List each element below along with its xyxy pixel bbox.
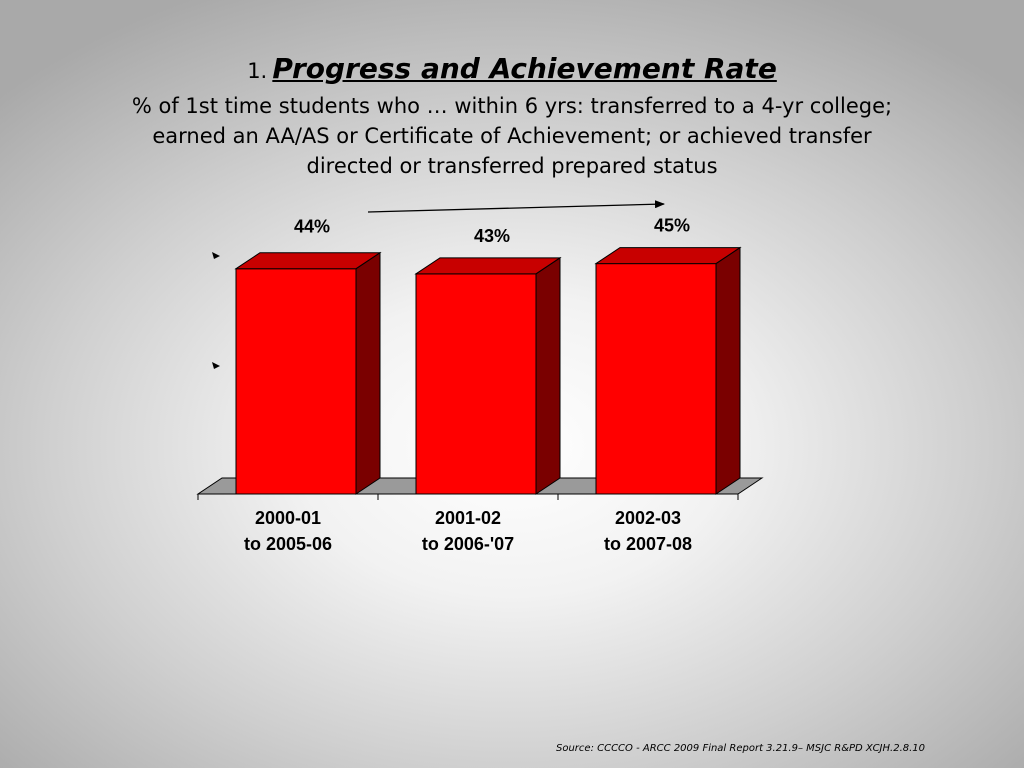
title-text: Progress and Achievement Rate	[272, 52, 777, 85]
bar-top	[594, 247, 742, 265]
bar-side	[535, 256, 561, 495]
bar-front	[235, 268, 357, 495]
category-label: 2000-01	[255, 508, 321, 528]
bar-side	[715, 246, 741, 495]
slide-title: 1. Progress and Achievement Rate	[0, 52, 1024, 85]
source-note: Source: CCCCO - ARCC 2009 Final Report 3…	[556, 743, 926, 754]
bar-top	[414, 257, 562, 275]
bar	[234, 251, 382, 495]
bar-front	[415, 273, 537, 495]
bar-top	[234, 252, 382, 270]
data-label: 44%	[294, 217, 330, 237]
category-label: to 2006-'07	[422, 534, 514, 554]
axis-arrow-mark	[212, 362, 220, 369]
category-label: to 2007-08	[604, 534, 692, 554]
bar-front	[595, 263, 717, 495]
title-number: 1.	[247, 59, 268, 83]
data-label: 43%	[474, 226, 510, 246]
axis-arrow-mark	[212, 252, 220, 259]
slide-subtitle: % of 1st time students who … within 6 yr…	[131, 94, 893, 178]
bar	[414, 256, 562, 495]
category-label: 2002-03	[615, 508, 681, 528]
bar	[594, 246, 742, 495]
bar-side	[355, 251, 381, 495]
trend-arrow	[367, 200, 665, 213]
category-label: 2001-02	[435, 508, 501, 528]
data-label: 45%	[654, 216, 690, 236]
category-label: to 2005-06	[244, 534, 332, 554]
